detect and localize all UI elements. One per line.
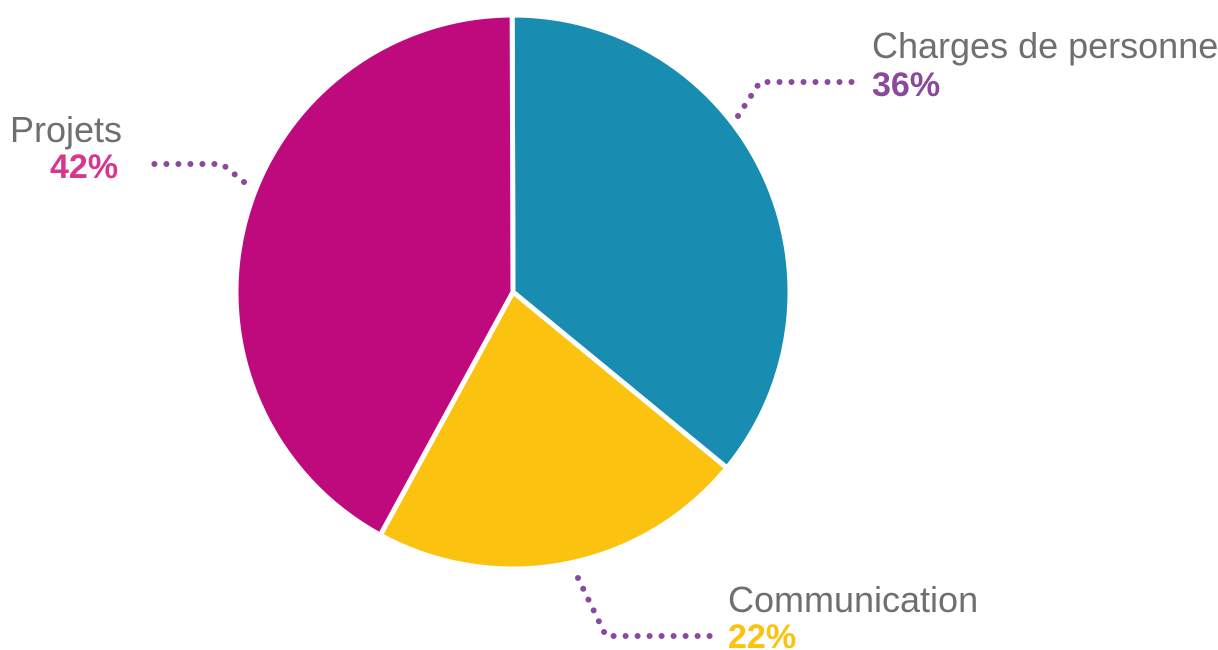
leader-line-projets	[147, 161, 247, 185]
slice-value-charges-de-personnel: 36%	[872, 66, 940, 104]
leader-line-communication	[575, 575, 723, 639]
slice-value-projets: 42%	[50, 148, 118, 186]
slice-label-charges-de-personnel: Charges de personnel	[872, 25, 1218, 66]
slice-labels: Charges de personnel 36% Communication 2…	[10, 25, 1218, 650]
pie-slice-communication	[377, 289, 730, 572]
leader-lines	[147, 79, 859, 639]
slice-label-communication: Communication	[728, 579, 978, 620]
pie-slices	[233, 12, 793, 572]
leader-line-charges-de-personnel	[735, 79, 859, 119]
slice-value-communication: 22%	[728, 618, 796, 650]
pie-slice-charges-de-personnel	[509, 12, 793, 471]
slice-label-projets: Projets	[10, 109, 122, 150]
pie-slice-projets	[233, 12, 516, 538]
